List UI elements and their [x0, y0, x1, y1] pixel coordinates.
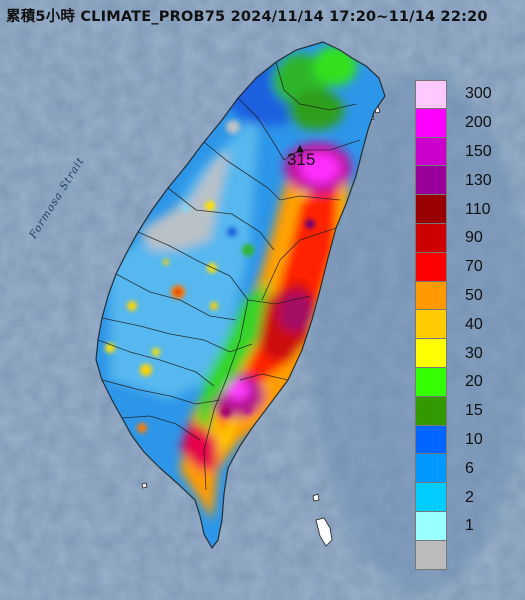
legend-swatch — [415, 80, 447, 109]
legend-swatch — [415, 367, 447, 397]
legend-swatch — [415, 425, 447, 455]
legend-row: 130 — [415, 166, 507, 196]
legend-value: 15 — [465, 402, 483, 420]
legend-row: 150 — [415, 137, 507, 167]
max-rainfall-value: 315 — [287, 150, 316, 169]
legend-value: 70 — [465, 258, 483, 276]
rainfall-legend: 300 200 150 130 110 90 70 50 40 30 20 15 10 6 2 1 — [415, 80, 507, 570]
legend-row: 30 — [415, 339, 507, 368]
legend-row: 90 — [415, 223, 507, 253]
legend-row: 300 — [415, 80, 507, 109]
legend-value: 1 — [465, 517, 474, 535]
legend-value: 200 — [465, 114, 492, 132]
legend-swatch — [415, 454, 447, 484]
legend-value: 6 — [465, 459, 474, 477]
legend-value: 50 — [465, 286, 483, 304]
legend-value: 10 — [465, 430, 483, 448]
legend-swatch — [415, 310, 447, 340]
legend-value: 130 — [465, 171, 492, 189]
legend-value: 300 — [465, 85, 492, 103]
legend-row: 70 — [415, 252, 507, 282]
legend-value: 30 — [465, 344, 483, 362]
legend-swatch — [415, 483, 447, 512]
legend-row: 6 — [415, 454, 507, 484]
legend-swatch — [415, 223, 447, 253]
legend-value: 20 — [465, 373, 483, 391]
legend-swatch — [415, 511, 447, 541]
legend-swatch — [415, 137, 447, 167]
max-rainfall-marker — [296, 144, 304, 153]
legend-swatch — [415, 195, 447, 224]
legend-swatch — [415, 396, 447, 426]
legend-value: 2 — [465, 488, 474, 506]
legend-row: 20 — [415, 367, 507, 397]
legend-swatch — [415, 339, 447, 368]
offshore-islands — [141, 105, 381, 547]
legend-swatch — [415, 252, 447, 282]
legend-row: 40 — [415, 310, 507, 340]
legend-row: 10 — [415, 425, 507, 455]
legend-swatch — [415, 540, 447, 570]
legend-value: 150 — [465, 142, 492, 160]
legend-row: 15 — [415, 396, 507, 426]
county-boundaries — [95, 41, 386, 549]
legend-swatch — [415, 281, 447, 311]
legend-row: 1 — [415, 511, 507, 541]
legend-row: 200 — [415, 108, 507, 138]
legend-row: 2 — [415, 483, 507, 512]
legend-row — [415, 540, 507, 570]
legend-value: 110 — [465, 200, 491, 218]
legend-row: 50 — [415, 281, 507, 311]
legend-swatch — [415, 108, 447, 138]
legend-swatch — [415, 166, 447, 196]
legend-value: 90 — [465, 229, 483, 247]
legend-row: 110 — [415, 195, 507, 224]
legend-value: 40 — [465, 315, 483, 333]
map-title: 累積5小時 CLIMATE_PROB75 2024/11/14 17:20~11… — [6, 9, 488, 25]
